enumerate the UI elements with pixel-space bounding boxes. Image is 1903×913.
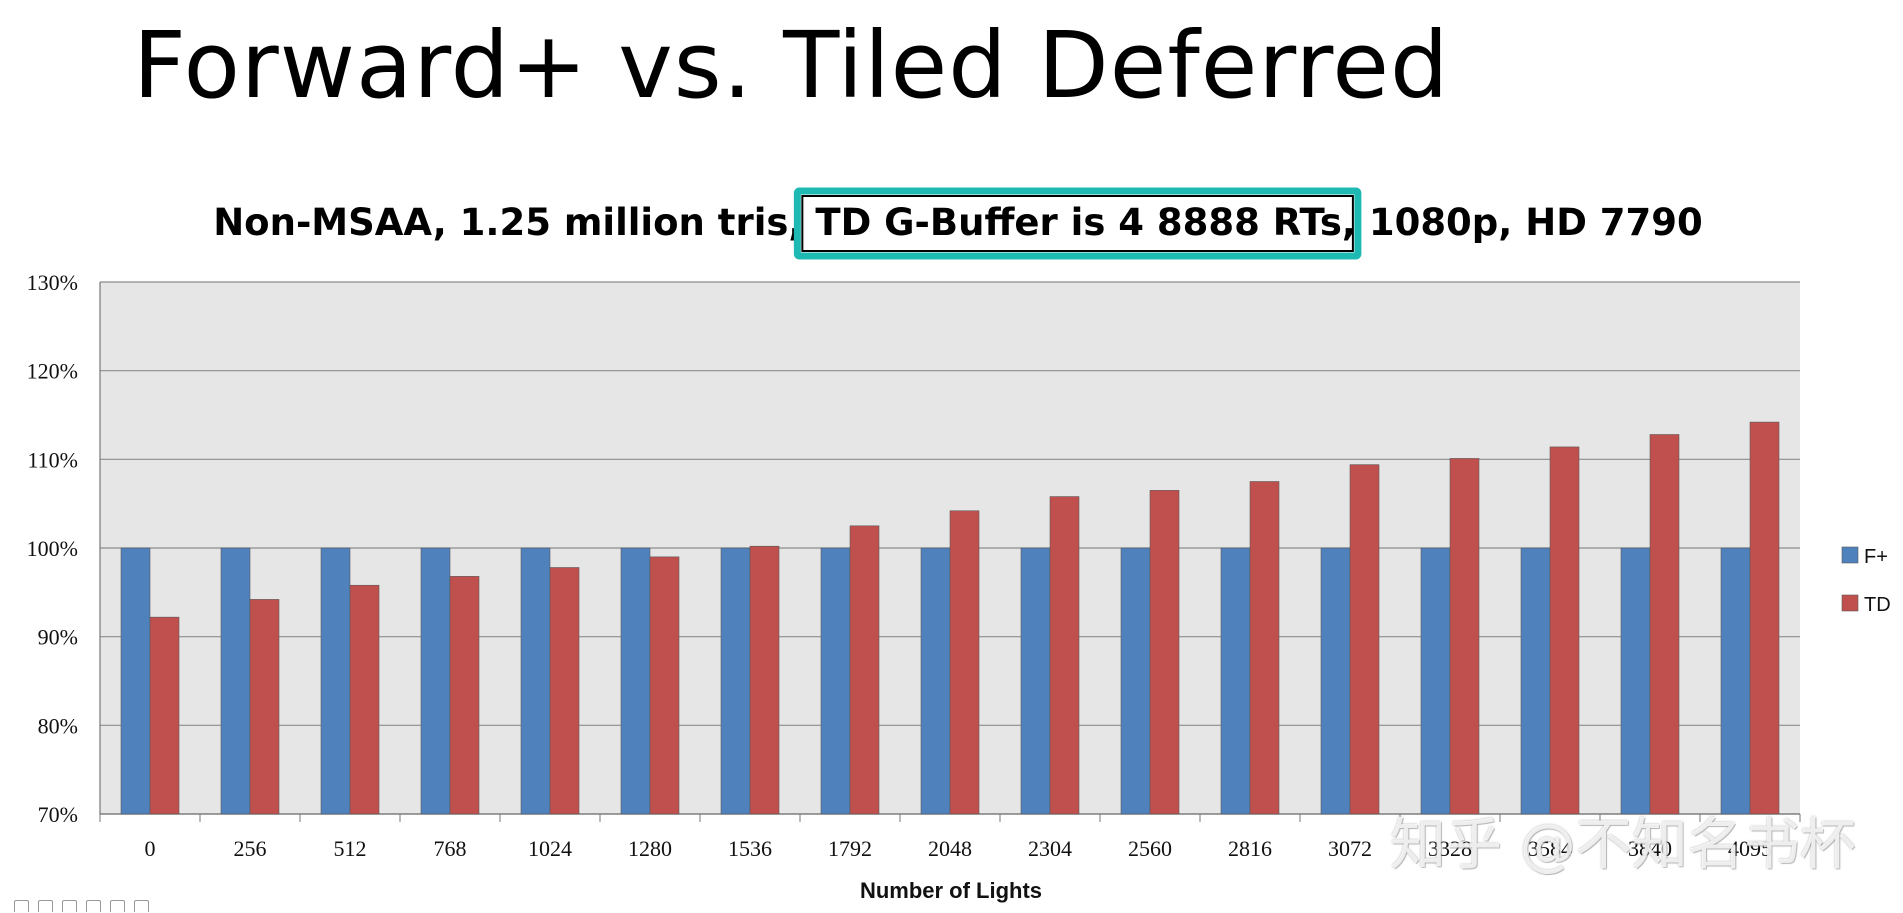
toolbar-home-icon[interactable] (14, 900, 29, 912)
bar-td-1280 (649, 556, 680, 815)
toolbar-next-icon[interactable] (110, 900, 125, 912)
chart-title-part-before: Non-MSAA, 1.25 million tris, (213, 201, 815, 244)
legend-label-td: TD (1864, 594, 1891, 616)
bars (120, 421, 1780, 815)
chart-title: Non-MSAA, 1.25 million tris, TD G-Buffer… (213, 201, 1703, 244)
y-tick-label: 90% (38, 625, 78, 650)
y-tick-label: 130% (27, 270, 78, 295)
y-tick-label: 110% (27, 447, 78, 472)
bar-fplus-2816 (1220, 547, 1251, 815)
bar-fplus-2048 (920, 547, 951, 815)
bar-td-3072 (1349, 464, 1380, 815)
x-tick-label: 512 (334, 836, 367, 861)
bar-td-2304 (1049, 496, 1080, 815)
bar-fplus-1792 (820, 547, 851, 815)
x-axis-ticks: 0 256 512 768 1024 1280 1536 1792 2048 2304 2560 28… (99, 814, 1801, 861)
toolbar-options-icon[interactable] (134, 900, 149, 912)
bar-td-1792 (849, 525, 880, 815)
y-tick-label: 120% (27, 359, 78, 384)
title-highlight-box (793, 187, 1362, 260)
x-tick-label: 3328 (1428, 836, 1472, 861)
bar-td-4095 (1749, 421, 1780, 815)
bar-td-256 (249, 599, 280, 815)
toolbar-slides-icon[interactable] (38, 900, 53, 912)
bar-fplus-0 (120, 547, 151, 815)
bar-fplus-3072 (1320, 547, 1351, 815)
chart-title-part-after: , 1080p, HD 7790 (1342, 201, 1703, 244)
highlight-frame-outer (793, 187, 1362, 260)
x-tick-label: 0 (145, 836, 156, 861)
bar-td-2560 (1149, 490, 1180, 815)
slide-title: Forward+ vs. Tiled Deferred (133, 12, 1450, 119)
bar-fplus-256 (220, 547, 251, 815)
bar-td-0 (149, 616, 180, 815)
bar-td-1024 (549, 567, 580, 815)
bar-fplus-3840 (1620, 547, 1651, 815)
toolbar-menu-icon[interactable] (86, 900, 101, 912)
bar-td-3840 (1649, 434, 1680, 815)
x-tick-label: 1792 (828, 836, 872, 861)
highlight-frame-inner (801, 195, 1354, 252)
y-tick-label: 70% (38, 802, 78, 827)
x-tick-label: 2816 (1228, 836, 1272, 861)
x-tick-label: 2560 (1128, 836, 1172, 861)
bar-td-768 (449, 576, 480, 815)
bar-fplus-2304 (1020, 547, 1051, 815)
x-tick-label: 256 (234, 836, 267, 861)
chart-title-part-highlighted: TD G-Buffer is 4 8888 RTs (815, 201, 1342, 244)
bar-fplus-3584 (1520, 547, 1551, 815)
x-tick-label: 3584 (1528, 836, 1572, 861)
y-tick-label: 80% (38, 713, 78, 738)
slide-toolbar (14, 900, 149, 913)
y-axis-ticks: 70% 80% 90% 100% 110% 120% 130% (27, 270, 78, 827)
x-tick-label: 2048 (928, 836, 972, 861)
y-tick-label: 100% (27, 536, 78, 561)
legend: F+ TD (1841, 546, 1891, 616)
bar-td-2048 (949, 510, 980, 815)
legend-swatch-fplus (1841, 546, 1859, 564)
toolbar-pen-icon[interactable] (62, 900, 77, 912)
bar-fplus-3328 (1420, 547, 1451, 815)
x-tick-label: 1536 (728, 836, 772, 861)
bar-fplus-512 (320, 547, 351, 815)
legend-swatch-td (1841, 594, 1859, 612)
x-tick-label: 1024 (528, 836, 572, 861)
bar-td-512 (349, 584, 380, 815)
bar-fplus-4095 (1720, 547, 1751, 815)
bar-fplus-1280 (620, 547, 651, 815)
x-tick-label: 2304 (1028, 836, 1072, 861)
x-tick-label: 768 (434, 836, 467, 861)
legend-label-fplus: F+ (1864, 546, 1888, 568)
bar-fplus-1024 (520, 547, 551, 815)
bar-td-3328 (1449, 458, 1480, 815)
bar-td-2816 (1249, 481, 1280, 815)
x-axis-label: Number of Lights (860, 878, 1042, 903)
bar-fplus-1536 (720, 547, 751, 815)
bar-td-3584 (1549, 446, 1580, 815)
x-tick-label: 1280 (628, 836, 672, 861)
x-tick-label: 3072 (1328, 836, 1372, 861)
bar-td-1536 (749, 545, 780, 815)
bar-fplus-2560 (1120, 547, 1151, 815)
x-tick-label: 4095 (1728, 836, 1772, 861)
bar-fplus-768 (420, 547, 451, 815)
x-tick-label: 3840 (1628, 836, 1672, 861)
